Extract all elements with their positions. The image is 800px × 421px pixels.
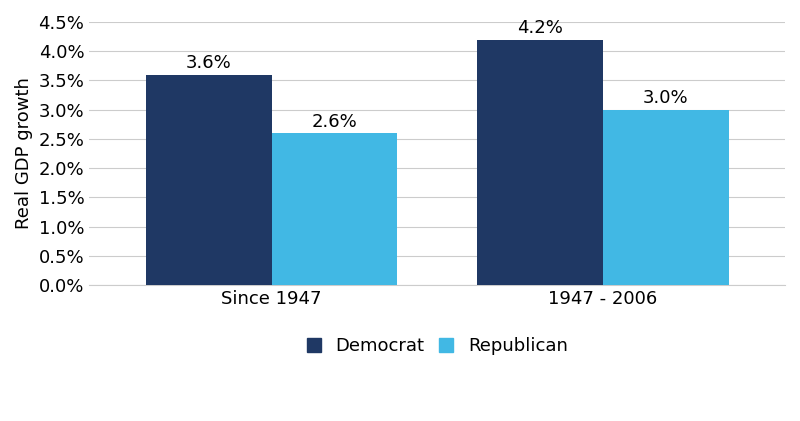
Y-axis label: Real GDP growth: Real GDP growth: [15, 77, 33, 229]
Bar: [602, 110, 729, 285]
Bar: [146, 75, 271, 285]
Text: 4.2%: 4.2%: [517, 19, 562, 37]
Text: 3.0%: 3.0%: [643, 89, 689, 107]
Legend: Democrat, Republican: Democrat, Republican: [298, 328, 577, 365]
Bar: [271, 133, 398, 285]
Bar: [477, 40, 602, 285]
Text: 2.6%: 2.6%: [311, 113, 358, 131]
Text: 3.6%: 3.6%: [186, 54, 231, 72]
